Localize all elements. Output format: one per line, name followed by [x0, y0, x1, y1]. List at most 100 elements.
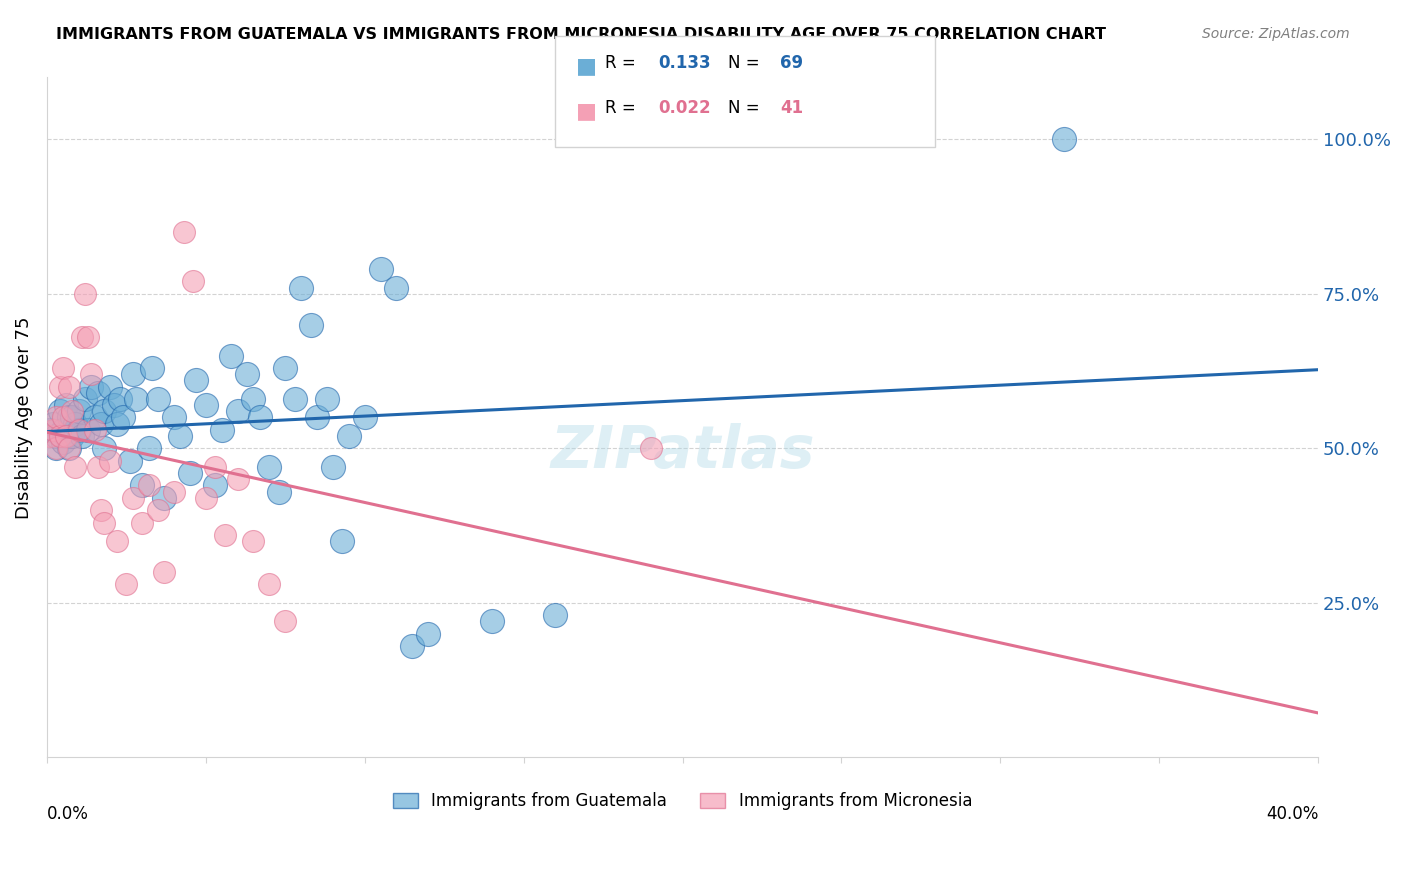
Point [249, 410, 271, 425]
Point [55, 429, 77, 443]
Point [105, 417, 128, 431]
Point [118, 453, 141, 467]
Point [58, 442, 80, 456]
Text: 0.022: 0.022 [658, 99, 710, 117]
Point [73, 392, 96, 406]
Point [115, 577, 138, 591]
Text: 0.0%: 0.0% [46, 805, 89, 823]
Point [259, 459, 281, 474]
Point [93, 442, 115, 456]
Point [315, 392, 337, 406]
Point [290, 280, 312, 294]
Point [58, 410, 80, 425]
Text: Source: ZipAtlas.com: Source: ZipAtlas.com [1202, 27, 1350, 41]
Point [1053, 132, 1076, 146]
Point [138, 442, 160, 456]
Point [267, 484, 290, 499]
Point [418, 627, 440, 641]
Text: R =: R = [605, 54, 641, 72]
Point [39, 429, 62, 443]
Point [214, 528, 236, 542]
Text: ■: ■ [576, 101, 598, 120]
Point [55, 429, 77, 443]
Point [58, 442, 80, 456]
Point [138, 478, 160, 492]
Point [83, 423, 105, 437]
Point [305, 410, 328, 425]
Point [67, 423, 90, 437]
Text: 0.133: 0.133 [658, 54, 710, 72]
Point [58, 379, 80, 393]
Point [274, 615, 297, 629]
Point [131, 516, 153, 530]
Point [242, 534, 264, 549]
Point [544, 608, 567, 623]
Point [52, 435, 75, 450]
Point [65, 459, 87, 474]
Point [236, 367, 259, 381]
Point [640, 442, 662, 456]
Point [87, 385, 110, 400]
Point [70, 330, 93, 344]
Point [121, 491, 143, 505]
Text: N =: N = [728, 54, 765, 72]
Text: 69: 69 [780, 54, 803, 72]
Text: ■: ■ [576, 56, 598, 76]
Point [67, 423, 90, 437]
Text: 40.0%: 40.0% [1265, 805, 1319, 823]
Point [332, 534, 354, 549]
Point [194, 491, 217, 505]
Text: R =: R = [605, 99, 641, 117]
Point [299, 318, 322, 332]
Point [226, 472, 249, 486]
Point [90, 503, 112, 517]
Point [173, 225, 195, 239]
Point [370, 262, 392, 277]
Point [226, 404, 249, 418]
Point [77, 423, 100, 437]
Point [186, 373, 208, 387]
Point [219, 349, 242, 363]
Point [60, 410, 83, 425]
Point [93, 404, 115, 418]
Point [163, 410, 186, 425]
Point [39, 423, 62, 437]
Point [42, 417, 65, 431]
Point [42, 423, 65, 437]
Point [52, 423, 75, 437]
Point [259, 577, 281, 591]
Text: 41: 41 [780, 99, 803, 117]
Point [337, 429, 360, 443]
Point [112, 410, 135, 425]
Y-axis label: Disability Age Over 75: Disability Age Over 75 [15, 316, 32, 518]
Point [52, 410, 75, 425]
Point [284, 392, 307, 406]
Text: ZIPatlas: ZIPatlas [550, 423, 814, 480]
Point [83, 410, 105, 425]
Point [65, 417, 87, 431]
Point [204, 478, 226, 492]
Point [100, 453, 122, 467]
Point [141, 361, 163, 376]
Point [204, 459, 226, 474]
Point [401, 639, 423, 653]
Point [45, 410, 67, 425]
Point [45, 429, 67, 443]
Point [77, 330, 100, 344]
Point [153, 491, 176, 505]
Point [146, 503, 169, 517]
Point [60, 429, 83, 443]
Point [100, 379, 122, 393]
Point [60, 404, 83, 418]
Point [48, 379, 70, 393]
Point [181, 275, 204, 289]
Point [90, 417, 112, 431]
Point [103, 398, 125, 412]
Point [87, 459, 110, 474]
Point [131, 478, 153, 492]
Point [194, 398, 217, 412]
Text: N =: N = [728, 99, 765, 117]
Point [45, 442, 67, 456]
Point [121, 367, 143, 381]
Point [146, 392, 169, 406]
